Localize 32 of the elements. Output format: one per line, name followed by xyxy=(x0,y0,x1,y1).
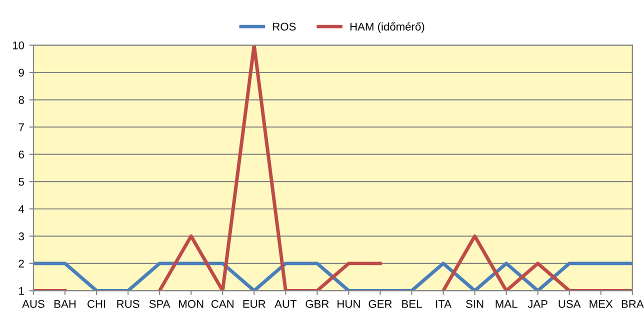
x-tick-label: BEL xyxy=(402,300,422,308)
x-tick-label: SPA xyxy=(149,300,170,308)
y-tick-label: 2 xyxy=(18,260,24,268)
legend-label: ROS xyxy=(273,22,296,31)
y-tick-label: 8 xyxy=(18,96,24,104)
x-tick-label: CHI xyxy=(88,300,106,308)
x-tick-label: EUR xyxy=(243,300,266,308)
x-tick-label: CAN xyxy=(211,300,234,308)
y-tick-label: 6 xyxy=(18,150,24,158)
x-tick-label: SIN xyxy=(466,300,484,308)
x-tick-label: MEX xyxy=(590,300,613,308)
x-tick-label: BAH xyxy=(54,300,76,308)
y-tick-label: 9 xyxy=(18,68,24,77)
x-tick-label: AUT xyxy=(274,300,297,308)
x-tick-label: USA xyxy=(558,300,581,308)
legend-label: HAM (időmérő) xyxy=(350,22,424,33)
x-tick-label: ITA xyxy=(436,300,452,308)
x-tick-label: GBR xyxy=(306,300,329,308)
x-tick-label: AUS xyxy=(22,300,44,308)
x-tick-label: BRA xyxy=(622,300,644,308)
y-tick-label: 10 xyxy=(12,41,24,50)
y-tick-label: 5 xyxy=(18,178,24,186)
x-tick-label: MON xyxy=(179,300,204,308)
y-tick-label: 7 xyxy=(18,123,24,132)
x-tick-label: RUS xyxy=(117,300,140,308)
x-tick-label: HUN xyxy=(338,300,360,308)
x-tick-label: MAL xyxy=(496,300,518,308)
y-tick-label: 1 xyxy=(19,287,24,295)
y-tick-label: 3 xyxy=(18,232,24,240)
x-tick-label: GER xyxy=(368,300,392,308)
x-tick-label: JAP xyxy=(528,300,548,308)
y-tick-label: 4 xyxy=(18,205,24,213)
